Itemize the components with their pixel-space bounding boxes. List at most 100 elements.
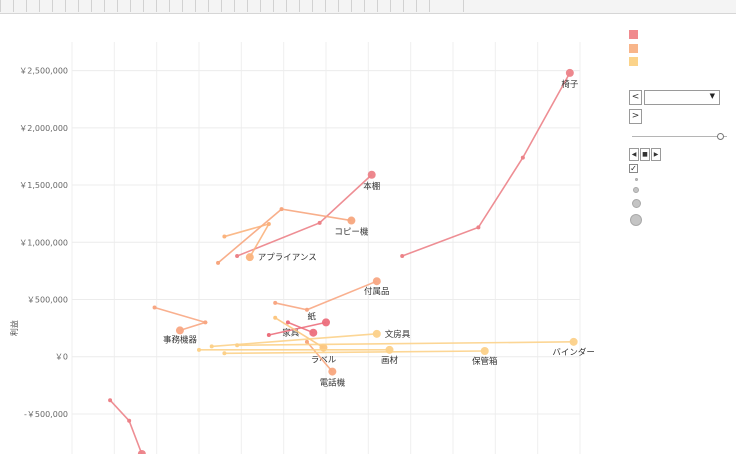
point-label: 文房具 [385,329,411,340]
trail-point [127,418,132,423]
tab-item[interactable] [182,0,195,12]
tab-item[interactable] [403,0,416,12]
tab-item[interactable] [221,0,234,12]
tab-item[interactable] [208,0,221,12]
tab-item[interactable] [52,0,65,12]
show-trail-checkbox[interactable]: ✓ [629,164,638,173]
tab-item[interactable] [338,0,351,12]
trail-point [222,351,227,356]
tab-item[interactable] [156,0,169,12]
trail-point [317,220,322,225]
chart: -￥500,000 ￥0 ￥500,000 ￥1,000,000 ￥1,500,000 ￥… [9,42,595,454]
tab-item[interactable] [429,0,442,12]
tab-item[interactable] [273,0,286,12]
y-tick-label: ￥1,500,000 [19,181,68,190]
tab-item[interactable] [286,0,299,12]
tab-item[interactable] [169,0,182,12]
tab-item[interactable] [364,0,377,12]
tab-item[interactable] [0,0,13,12]
point-label: バインダー [552,347,595,358]
stop-button[interactable]: ■ [640,148,650,161]
trail-line [306,341,333,373]
tab-item[interactable] [143,0,156,12]
tab-item[interactable] [91,0,104,12]
y-tick-label: ￥1,000,000 [19,238,68,247]
size-legend-circle [630,214,642,226]
size-legend-circle [631,199,641,208]
point-label: 家具 [282,328,300,339]
data-point [322,318,330,327]
year-select[interactable]: ▼ [644,90,720,105]
color-legend [629,30,638,71]
legend-swatch [629,43,638,53]
data-point [569,337,578,346]
trail-line [268,321,327,336]
tab-item[interactable] [117,0,130,12]
trail-line [109,399,143,454]
trail-point [216,260,221,265]
trail-point [285,320,290,325]
trail-point [197,347,201,352]
y-tick-label: ￥2,000,000 [19,124,68,133]
data-point [309,328,318,337]
trail-line [211,333,377,348]
tab-item[interactable] [463,0,736,12]
tab-item[interactable] [130,0,143,12]
prev-button[interactable]: < [629,90,642,105]
tab-item[interactable] [78,0,91,12]
data-point [565,68,574,77]
legend-swatch [629,30,638,39]
point-label: 電話機 [320,378,346,389]
trail-line [224,350,485,355]
tab-item[interactable] [377,0,390,12]
trail-point [273,315,278,320]
tab-item[interactable] [247,0,260,12]
trail-point [108,398,113,403]
tab-item[interactable] [390,0,403,12]
tab-item[interactable] [299,0,312,12]
trail-point [304,339,309,344]
tab-item[interactable] [39,0,52,12]
size-legend [628,178,644,232]
size-legend-circle [633,187,639,193]
trail-point [476,225,481,230]
time-slider[interactable] [629,132,733,142]
point-label: 付属品 [364,286,390,297]
data-point [367,170,376,179]
trail-point [304,307,309,312]
tab-item[interactable] [234,0,247,12]
trail-point [152,305,157,310]
point-label: 本棚 [363,181,380,192]
next-button[interactable]: > [629,109,642,124]
tab-item[interactable] [65,0,78,12]
tab-item[interactable] [26,0,39,12]
tab-item[interactable] [104,0,117,12]
tab-item[interactable] [325,0,338,12]
trail-point [400,254,405,259]
point-label: 紙 [307,311,316,322]
tab-item[interactable] [260,0,273,12]
y-tick-label: ￥500,000 [27,296,68,305]
point-label: 事務機器 [163,334,198,345]
y-axis-title: 利益 [9,320,19,336]
tab-item[interactable] [312,0,325,12]
trail-point [209,344,214,349]
data-point [372,277,381,286]
point-label: 椅子 [561,79,579,90]
trail-point [273,300,278,305]
tab-item[interactable] [195,0,208,12]
play-back-button[interactable]: ◀ [629,148,639,161]
point-label: コピー機 [334,227,369,238]
play-forward-button[interactable]: ▶ [651,148,661,161]
trail-line [401,72,571,257]
slider-thumb[interactable] [717,133,724,140]
tab-item[interactable] [351,0,364,12]
point-label: アプライアンス [258,253,317,263]
tab-item[interactable] [416,0,429,12]
tab-item[interactable] [13,0,26,12]
trail-point [266,221,271,226]
size-legend-circle [634,178,638,181]
trail-line [274,317,324,349]
point-label: 画材 [381,355,399,366]
data-point [175,326,184,335]
